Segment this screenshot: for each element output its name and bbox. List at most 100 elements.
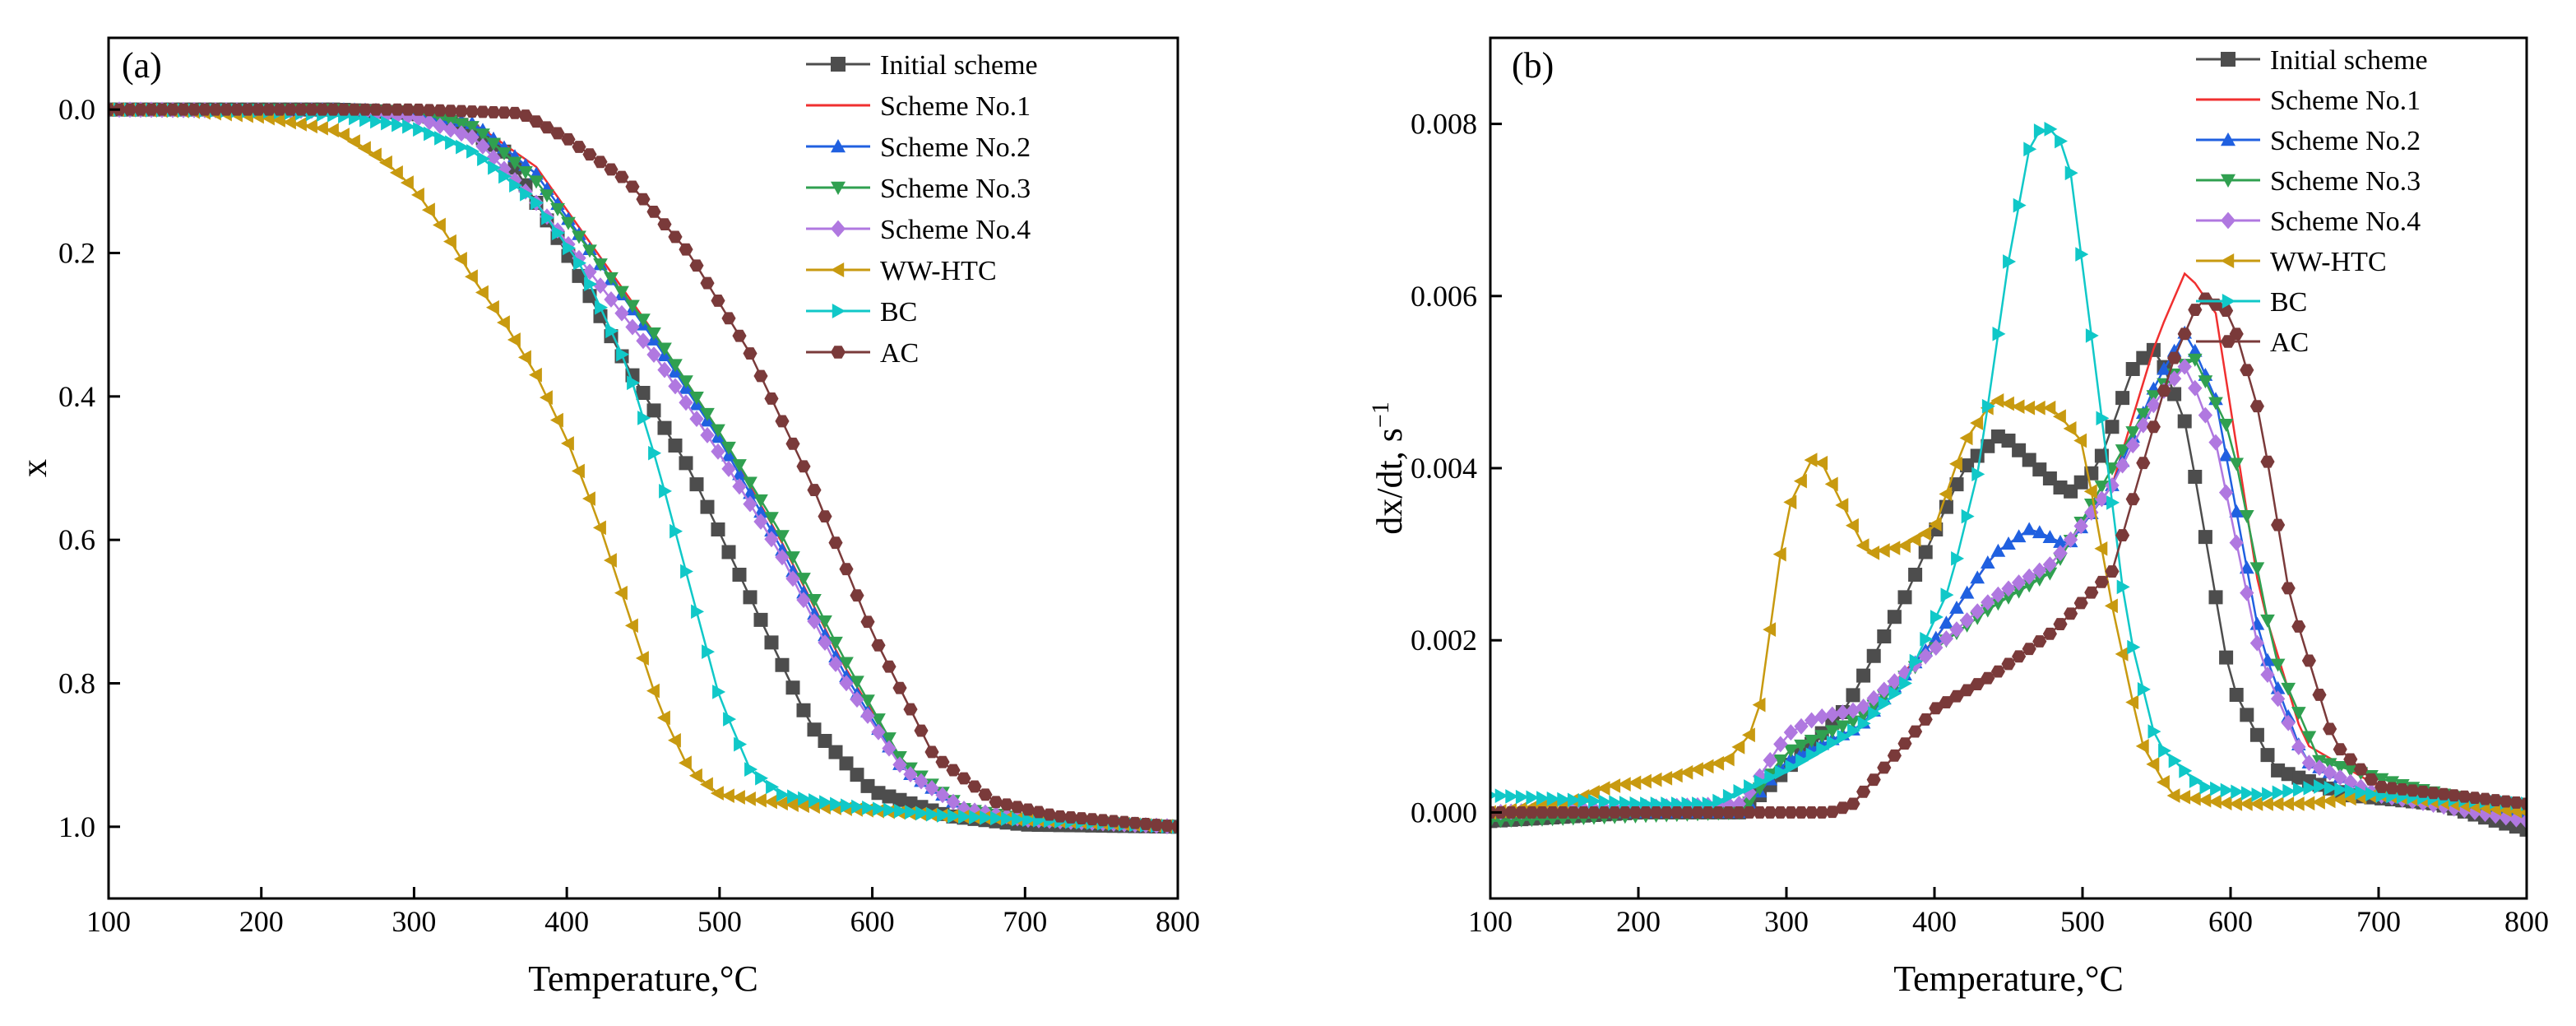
data-point [413, 122, 427, 137]
data-point [2229, 457, 2245, 471]
data-point [445, 135, 459, 151]
data-point [785, 551, 800, 565]
data-point [678, 755, 692, 771]
data-point [1846, 797, 1860, 810]
data-point [2022, 643, 2036, 656]
data-point [2219, 304, 2234, 318]
data-point [582, 244, 597, 258]
data-point [1899, 675, 1913, 691]
data-point [732, 459, 747, 473]
data-point [711, 443, 725, 460]
legend-label: Scheme No.1 [880, 91, 1031, 122]
data-point [475, 105, 490, 118]
data-point [2053, 545, 2068, 562]
data-point [229, 103, 244, 116]
series-ww-htc [1490, 393, 2527, 820]
data-point [2374, 781, 2389, 793]
data-point [2053, 618, 2068, 631]
data-point [785, 680, 800, 695]
data-point [2281, 714, 2296, 731]
data-point [2084, 586, 2099, 599]
data-point [1494, 788, 1508, 804]
data-point [314, 120, 328, 136]
legend-label: Scheme No.1 [2270, 86, 2421, 116]
data-point [1628, 805, 1642, 819]
legend-marker [831, 181, 846, 195]
data-point [1690, 805, 1705, 819]
data-point [2355, 785, 2369, 801]
data-point [742, 791, 756, 806]
data-point [465, 121, 480, 135]
data-point [2115, 444, 2130, 458]
data-point [2249, 562, 2265, 576]
data-point [828, 536, 843, 550]
data-point [1106, 815, 1121, 828]
data-point [2012, 650, 2027, 663]
data-point [442, 234, 456, 249]
data-point [871, 713, 886, 727]
data-point [2249, 634, 2265, 652]
data-point [1567, 792, 1581, 808]
data-point [400, 175, 414, 190]
data-point [2229, 534, 2244, 551]
data-point [1826, 735, 1840, 750]
data-point [488, 160, 502, 175]
data-point [1825, 805, 1840, 819]
data-point [1503, 805, 1518, 819]
data-point [1857, 716, 1871, 731]
data-point [2301, 731, 2317, 745]
data-point [625, 299, 640, 313]
data-point [860, 694, 875, 708]
data-point [2488, 794, 2503, 806]
data-point [1805, 805, 1819, 819]
data-point [2499, 795, 2513, 808]
data-point [433, 118, 447, 134]
data-point [1772, 754, 1788, 768]
data-point [1545, 805, 1560, 819]
data-point [711, 522, 725, 537]
legend-label: Scheme No.2 [2270, 126, 2421, 156]
data-point [2249, 400, 2264, 413]
legend-marker [831, 57, 846, 72]
data-point [775, 549, 790, 566]
data-point [2292, 782, 2306, 797]
legend-label: AC [2270, 327, 2309, 358]
data-point [892, 681, 907, 694]
data-point [1514, 805, 1529, 819]
data-point [2083, 484, 2097, 499]
data-point [807, 594, 822, 607]
data-point [2436, 787, 2451, 801]
data-point [1117, 815, 1132, 829]
data-point [2023, 142, 2037, 157]
data-point [2064, 165, 2078, 181]
data-point [378, 155, 392, 170]
data-point [700, 407, 715, 421]
data-point [1774, 764, 1788, 780]
data-point [593, 156, 608, 169]
data-point [1990, 543, 2006, 557]
data-point [2218, 418, 2234, 432]
data-point [2146, 397, 2161, 414]
legend-item: Scheme No.1 [2196, 86, 2421, 116]
data-point [2166, 370, 2182, 388]
data-point [1587, 805, 1601, 819]
y-tick-label: 0.8 [58, 667, 95, 700]
data-point [657, 342, 672, 356]
data-point [464, 269, 478, 285]
data-point [520, 186, 534, 202]
data-point [368, 103, 383, 116]
data-point [1701, 805, 1716, 819]
data-point [785, 437, 800, 450]
data-point [1939, 630, 1954, 648]
data-point [561, 132, 576, 146]
data-point [1031, 805, 1046, 819]
data-point [753, 494, 768, 508]
data-point [1887, 541, 1901, 555]
data-point [2115, 529, 2130, 542]
data-point [1835, 498, 1849, 513]
data-point [1971, 467, 1985, 482]
legend-marker [831, 346, 846, 359]
data-point [486, 105, 501, 118]
data-point [1804, 453, 1818, 467]
